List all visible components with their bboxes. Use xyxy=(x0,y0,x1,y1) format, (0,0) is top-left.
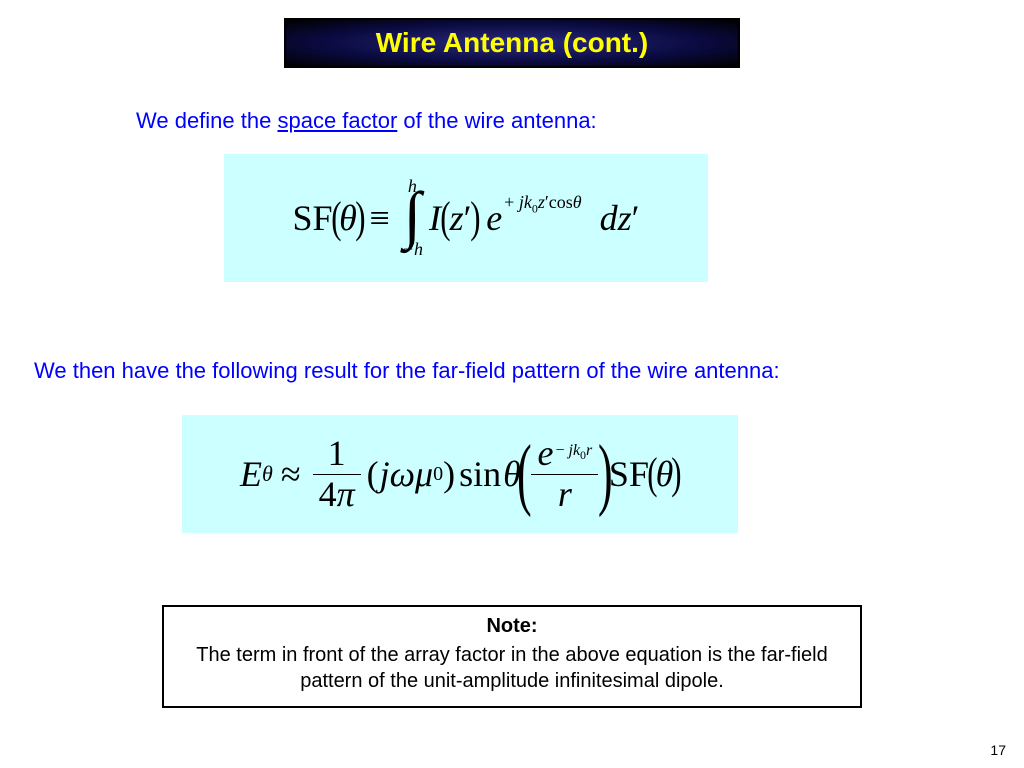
eq2-num1: 1 xyxy=(322,434,352,474)
slide-title: Wire Antenna (cont.) xyxy=(376,27,648,59)
equation-far-field: Eθ ≈ 1 4π ( jωμ0) sinθ ( e− jk0r r ) SF(… xyxy=(182,415,738,533)
eq1-lower-limit: −h xyxy=(402,239,423,260)
intro-underlined: space factor xyxy=(277,108,397,133)
intro-pre: We define the xyxy=(136,108,277,133)
intro-text: We define the space factor of the wire a… xyxy=(136,108,597,134)
note-body: The term in front of the array factor in… xyxy=(180,642,844,694)
equation1-math: SF(θ) ≡ h ∫ −h I ( z′) e+ jk0z′cosθ dz′ xyxy=(292,176,639,261)
slide-title-banner: Wire Antenna (cont.) xyxy=(284,18,740,68)
equation-space-factor: SF(θ) ≡ h ∫ −h I ( z′) e+ jk0z′cosθ dz′ xyxy=(224,154,708,282)
equation2-math: Eθ ≈ 1 4π ( jωμ0) sinθ ( e− jk0r r ) SF(… xyxy=(240,434,680,514)
mid-text: We then have the following result for th… xyxy=(34,358,780,384)
page-number: 17 xyxy=(990,742,1006,758)
note-title: Note: xyxy=(180,615,844,638)
intro-post: of the wire antenna: xyxy=(397,108,596,133)
note-box: Note: The term in front of the array fac… xyxy=(162,605,862,708)
